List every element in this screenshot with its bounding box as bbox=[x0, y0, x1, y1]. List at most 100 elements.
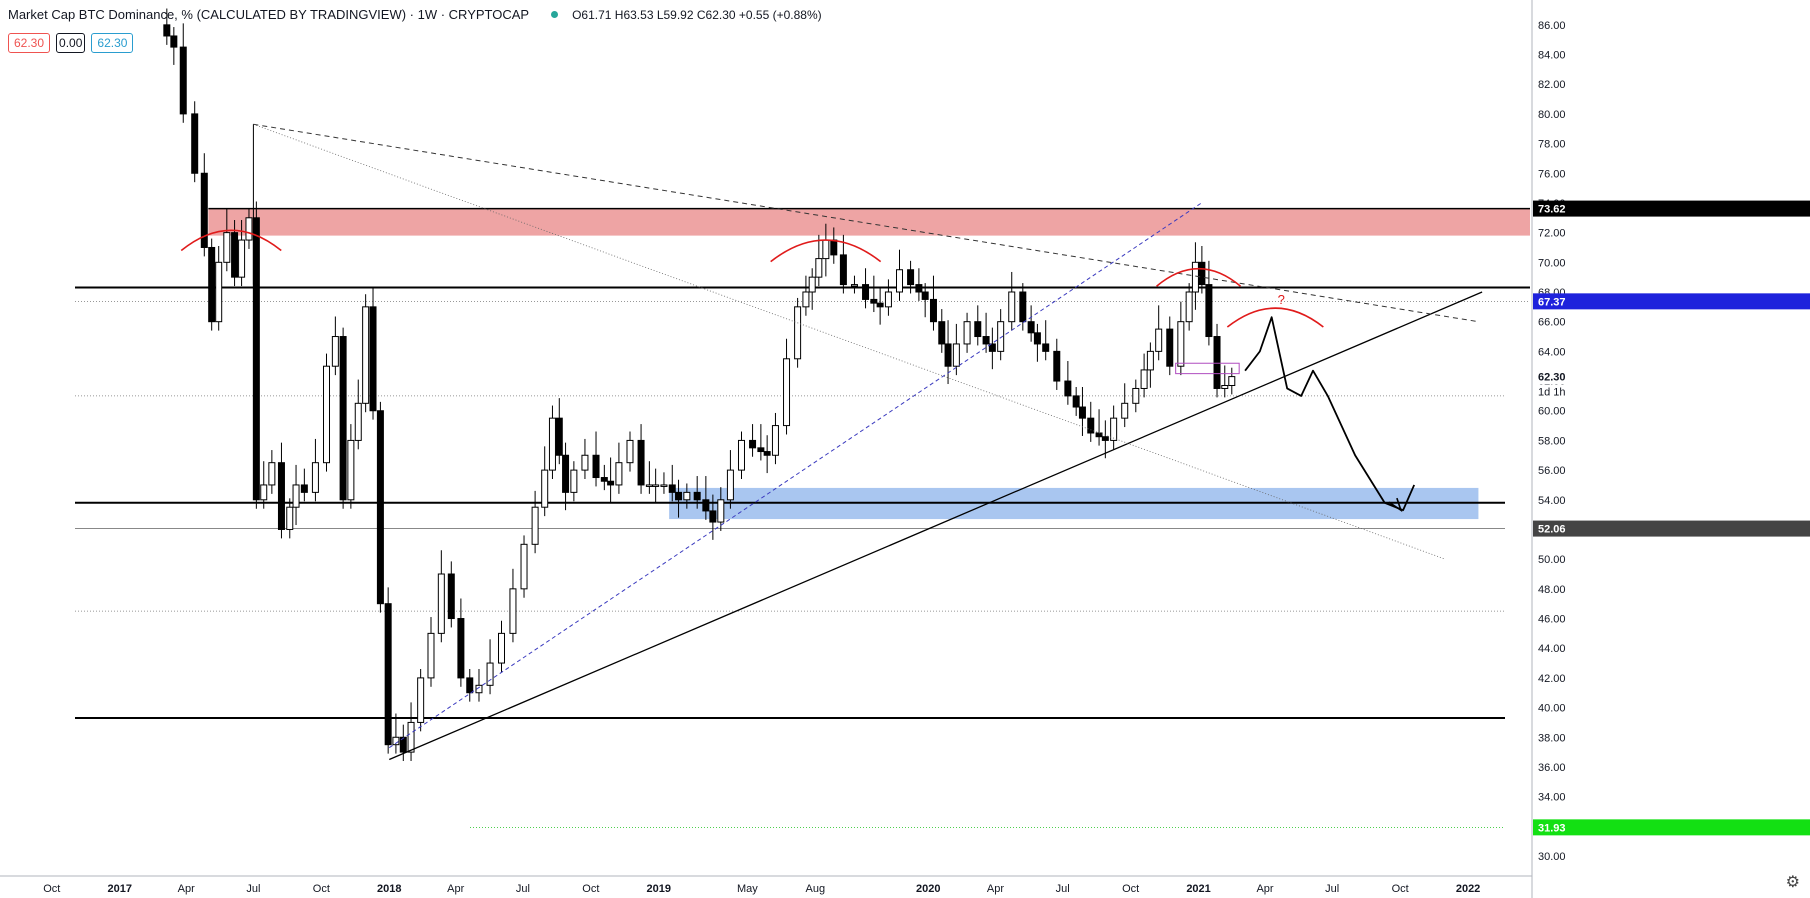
projection-arrow bbox=[1388, 497, 1403, 513]
candle-body bbox=[808, 276, 816, 293]
candle-body bbox=[952, 343, 960, 367]
buy-badge[interactable]: 62.30 bbox=[91, 33, 134, 53]
candle-body bbox=[668, 484, 676, 493]
candle-body bbox=[562, 454, 570, 493]
candle-body bbox=[475, 684, 483, 694]
candle-body bbox=[1177, 321, 1185, 367]
candle-body bbox=[660, 484, 668, 487]
candle-body bbox=[323, 365, 331, 464]
candle-body bbox=[1027, 321, 1035, 334]
head-arc-2019 bbox=[770, 239, 882, 263]
candle-body bbox=[331, 336, 339, 367]
candle-body bbox=[292, 484, 300, 508]
candle-body bbox=[354, 402, 362, 441]
reference-lines bbox=[75, 207, 1530, 828]
price-tick-label: 72.00 bbox=[1538, 228, 1566, 240]
price-axis: 30.0032.0034.0036.0038.0040.0042.0044.00… bbox=[1531, 0, 1810, 898]
settings-gear-icon[interactable]: ⚙ bbox=[1785, 874, 1800, 891]
head-arc-2017 bbox=[180, 229, 282, 252]
candle-body bbox=[486, 662, 494, 686]
market-status-icon bbox=[551, 11, 559, 18]
price-tick-label: 50.00 bbox=[1538, 554, 1566, 566]
bar-countdown: 1d 1h bbox=[1538, 387, 1566, 399]
dashed-blue-trendline bbox=[388, 202, 1202, 749]
price-tick-label: 86.00 bbox=[1538, 20, 1566, 32]
time-tick-label: Oct bbox=[1122, 883, 1139, 895]
price-tick-label: 44.00 bbox=[1538, 643, 1566, 655]
symbol-title[interactable]: Market Cap BTC Dominance, % (CALCULATED … bbox=[8, 7, 530, 22]
candle-body bbox=[252, 217, 260, 501]
chart-header: Market Cap BTC Dominance, % (CALCULATED … bbox=[8, 7, 822, 22]
time-tick-label: Oct bbox=[1392, 883, 1409, 895]
price-tick-label: 80.00 bbox=[1538, 109, 1566, 121]
time-tick-label: Oct bbox=[582, 883, 599, 895]
time-tick-label: 2017 bbox=[108, 883, 132, 895]
price-label-text: 73.62 bbox=[1538, 204, 1566, 216]
candle-body bbox=[277, 462, 285, 530]
candle-body bbox=[215, 261, 223, 323]
head-arc-2021 bbox=[1156, 268, 1242, 287]
price-tick-label: 56.00 bbox=[1538, 465, 1566, 477]
candle-body bbox=[921, 291, 929, 300]
trade-badges: 62.30 0.00 62.30 bbox=[8, 33, 134, 53]
time-tick-label: Apr bbox=[447, 883, 464, 895]
price-tick-label: 30.00 bbox=[1538, 851, 1566, 863]
candle-body bbox=[1121, 402, 1129, 419]
candle-body bbox=[457, 618, 465, 679]
price-tick-label: 46.00 bbox=[1538, 614, 1566, 626]
candle-body bbox=[570, 469, 578, 493]
candle-body bbox=[637, 439, 645, 486]
candle-body bbox=[645, 484, 653, 487]
candle-body bbox=[1198, 261, 1206, 286]
candle-body bbox=[794, 306, 802, 360]
price-label-tag bbox=[1533, 819, 1810, 836]
candle-body bbox=[850, 284, 858, 287]
candle-body bbox=[200, 172, 208, 248]
candle-body bbox=[417, 677, 425, 723]
candle-body bbox=[1191, 261, 1199, 293]
price-tick-label: 36.00 bbox=[1538, 762, 1566, 774]
time-tick-label: Oct bbox=[43, 883, 60, 895]
candle-body bbox=[581, 454, 589, 471]
candle-body bbox=[1140, 369, 1148, 389]
time-tick-label: Aug bbox=[806, 883, 826, 895]
candle-body bbox=[362, 306, 370, 404]
candle-body bbox=[693, 491, 701, 501]
candle-body bbox=[726, 469, 734, 501]
candle-body bbox=[268, 462, 276, 486]
candle-body bbox=[260, 484, 268, 501]
candle-body bbox=[509, 588, 517, 634]
candle-body bbox=[1213, 336, 1221, 389]
candle-body bbox=[929, 298, 937, 323]
candle-body bbox=[1221, 385, 1229, 389]
rising-support-trendline bbox=[389, 291, 1483, 761]
candle-body bbox=[339, 336, 347, 501]
time-tick-label: Apr bbox=[1256, 883, 1273, 895]
time-tick-label: 2020 bbox=[916, 883, 940, 895]
candle-body bbox=[223, 232, 231, 263]
candle-body bbox=[607, 480, 615, 486]
candle-body bbox=[1205, 284, 1213, 338]
candle-body bbox=[1110, 417, 1118, 441]
candle-body bbox=[1155, 328, 1163, 352]
candle-body bbox=[238, 239, 246, 278]
price-tick-label: 60.00 bbox=[1538, 406, 1566, 418]
zone-layer bbox=[208, 208, 1531, 520]
candle-body bbox=[652, 484, 660, 487]
price-label-tag bbox=[1533, 520, 1810, 537]
time-tick-label: Oct bbox=[313, 883, 330, 895]
candle-body bbox=[783, 358, 791, 427]
price-tick-label: 42.00 bbox=[1538, 673, 1566, 685]
candles bbox=[163, 8, 1236, 762]
sell-badge[interactable]: 62.30 bbox=[8, 33, 51, 53]
resistance-zone bbox=[208, 208, 1531, 236]
candle-body bbox=[683, 491, 691, 501]
candle-body bbox=[286, 506, 294, 530]
candle-body bbox=[1072, 395, 1080, 408]
candle-body bbox=[1078, 406, 1086, 419]
candle-body bbox=[1064, 380, 1072, 397]
candle-body bbox=[179, 46, 187, 115]
price-tick-label: 78.00 bbox=[1538, 139, 1566, 151]
candle-body bbox=[1132, 387, 1140, 404]
